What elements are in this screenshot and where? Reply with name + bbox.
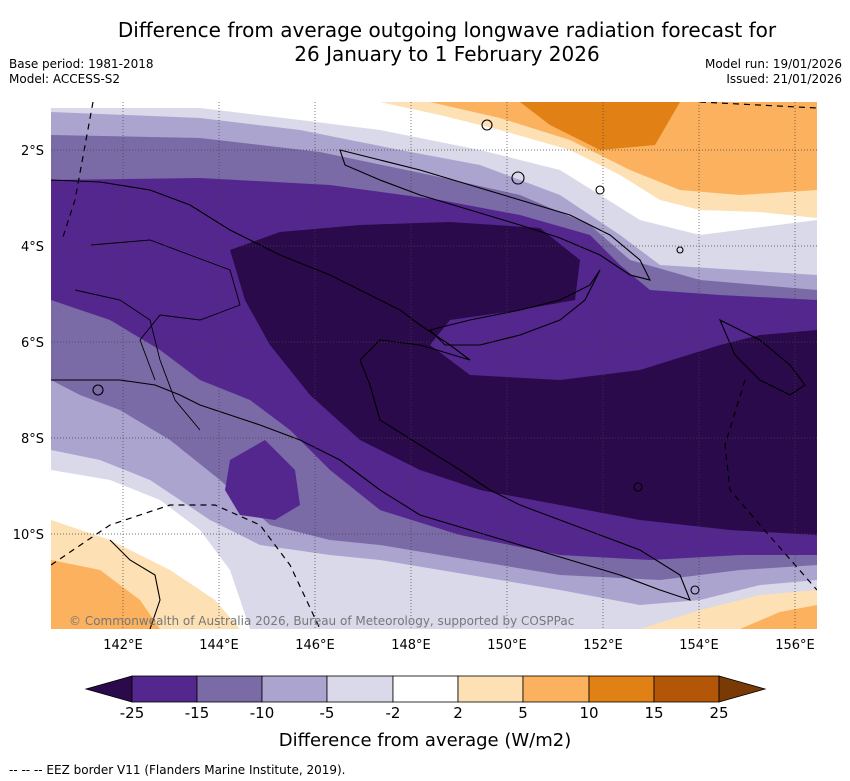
colorbar-tick: -25 [119,704,145,722]
band-lt-m25 [230,222,817,535]
title-line-1: Difference from average outgoing longwav… [117,18,777,42]
meta-left: Base period: 1981-2018 Model: ACCESS-S2 [9,57,154,87]
lon-label: 154°E [679,638,719,653]
lat-label: 10°S [13,528,44,543]
eez-legend-note: -- -- -- EEZ border V11 (Flanders Marine… [9,763,346,777]
lat-label: 8°S [21,432,44,447]
coastlines [51,119,806,629]
eez-south [51,504,321,629]
colorbar-tick: -2 [385,704,401,722]
border-inland [74,289,201,431]
graticule [51,102,817,629]
band-m25-m15-island [225,440,300,520]
lon-label: 144°E [199,638,239,653]
meta-right: Model run: 19/01/2026 Issued: 21/01/2026 [705,57,842,87]
colorbar-tick: -5 [319,704,335,722]
title-line-2: 26 January to 1 February 2026 [294,42,600,66]
colorbar [84,675,767,703]
island-3 [595,185,605,195]
lat-label: 2°S [21,144,44,159]
colorbar-tick: 2 [453,704,463,722]
model-run: Model run: 19/01/2026 [704,57,842,71]
cape-york-coast [109,539,161,629]
colorbar-arrow-low [84,675,133,703]
island-7 [690,585,700,595]
band-p5-p10-southwest [51,560,160,629]
lon-labels: 142°E 144°E 146°E 148°E 150°E 152°E 154°… [103,638,815,653]
colorbar-arrow-high [718,675,767,703]
lon-label: 152°E [583,638,623,653]
band-p5-p10-southeast [740,605,817,629]
new-britain-coast [428,269,601,346]
colorbar-segment [261,675,328,703]
band-p10-p15-north [520,102,680,150]
eez-borders [51,102,817,629]
base-period: Base period: 1981-2018 [9,57,154,71]
lon-label: 146°E [295,638,335,653]
eez-northeast [699,102,817,109]
colorbar-tick-labels: -25 -15 -10 -5 -2 2 5 10 15 25 [0,704,850,726]
lat-label: 6°S [21,336,44,351]
island-2 [511,171,525,185]
bougainville-coast [718,318,806,396]
lon-label: 148°E [391,638,431,653]
colorbar-segment [196,675,263,703]
island-5 [92,384,104,396]
new-guinea-coast [51,179,691,601]
eez-west [61,102,94,241]
colorbar-tick: -10 [249,704,275,722]
colorbar-tick: 25 [709,704,729,722]
band-p5-p10-north [430,102,817,195]
colorbar-segment [326,675,394,703]
lat-label: 4°S [21,240,44,255]
colorbar-tick: -15 [184,704,210,722]
lon-label: 150°E [487,638,527,653]
island-1 [481,119,493,131]
colorbar-tick: 5 [518,704,528,722]
colorbar-segment [457,675,524,703]
lon-label: 142°E [103,638,143,653]
colorbar-segment [392,675,459,703]
lon-label: 156°E [775,638,815,653]
model-name: Model: ACCESS-S2 [9,72,121,86]
colorbar-segment [522,675,590,703]
new-ireland-coast [339,149,652,281]
colorbar-segment [588,675,655,703]
island-4 [676,246,684,254]
lat-labels: 2°S 4°S 6°S 8°S 10°S [13,144,44,543]
colorbar-title: Difference from average (W/m2) [278,730,572,751]
issued-date: Issued: 21/01/2026 [726,72,842,86]
anomaly-field [51,102,817,629]
copyright-credit: © Commonwealth of Australia 2026, Bureau… [69,614,575,628]
island-6 [633,482,643,492]
eez-east [724,379,817,591]
map-title: Difference from average outgoing longwav… [0,18,850,66]
colorbar-tick: 15 [644,704,664,722]
province-borders [90,239,241,381]
colorbar-segment [653,675,720,703]
colorbar-tick: 10 [579,704,599,722]
colorbar-segment [131,675,198,703]
